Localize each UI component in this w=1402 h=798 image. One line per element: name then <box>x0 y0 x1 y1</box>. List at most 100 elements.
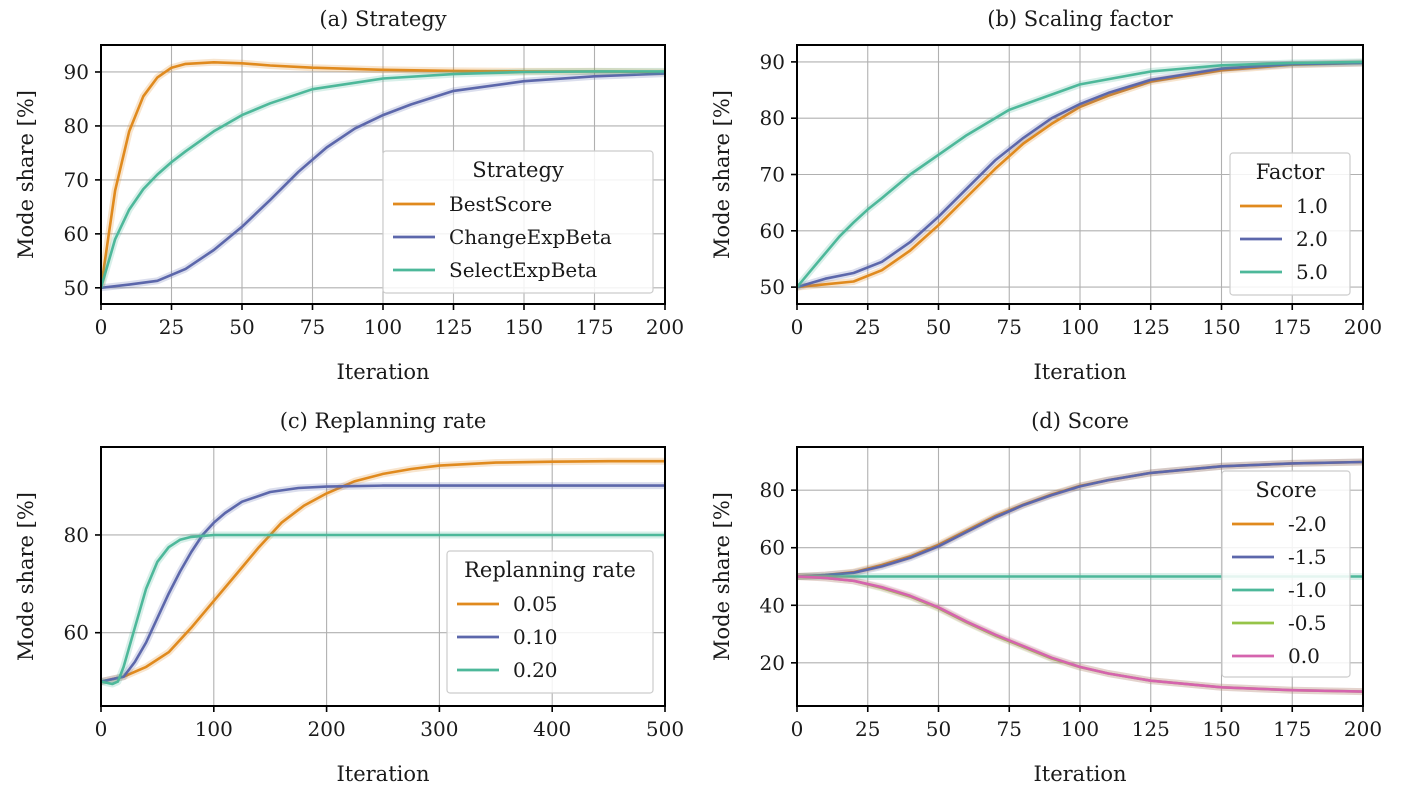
legend-item-label: 0.0 <box>1288 644 1320 668</box>
x-tick-label: 200 <box>1344 315 1382 339</box>
x-tick-label: 100 <box>195 717 233 741</box>
x-tick-label: 175 <box>1273 315 1311 339</box>
chart-panel-1: 0 25 50 75 100 125 150 175 200 50 60 70 80 90 (a) Stra… <box>14 7 684 384</box>
x-tick-label: 50 <box>229 315 254 339</box>
x-tick-label: 50 <box>926 315 951 339</box>
legend-box <box>382 150 654 294</box>
y-tick-label: 60 <box>64 621 89 645</box>
legend-title: Score <box>1255 478 1316 502</box>
legend-item-label: -1.0 <box>1288 578 1327 602</box>
y-tick-label: 60 <box>760 536 785 560</box>
x-tick-label: 75 <box>997 315 1022 339</box>
legend-item-label: 0.10 <box>513 625 558 649</box>
legend-item-label: 2.0 <box>1296 227 1328 251</box>
y-tick-label: 60 <box>760 219 785 243</box>
x-tick-label: 175 <box>575 315 613 339</box>
x-tick-label: 175 <box>1273 717 1311 741</box>
chart-panel-2: 0 25 50 75 100 125 150 175 200 50 60 70 80 90 (b) Scal… <box>710 7 1382 384</box>
x-tick-label: 150 <box>505 315 543 339</box>
y-tick-label: 80 <box>760 478 785 502</box>
axes-frame <box>100 446 666 707</box>
x-axis-label: Iteration <box>1033 762 1126 786</box>
x-tick-label: 25 <box>855 717 880 741</box>
y-tick-label: 90 <box>760 50 785 74</box>
x-tick-label: 25 <box>855 315 880 339</box>
legend-box <box>446 550 654 694</box>
legend: Score -2.0 -1.5 -1.0 -0.5 0.0 <box>1221 470 1351 678</box>
y-tick-label: 60 <box>64 222 89 246</box>
series-line-0-10 <box>101 484 665 683</box>
series-line-0-05 <box>101 459 665 683</box>
y-axis-label: Mode share [%] <box>14 90 38 259</box>
series-line-changeexpbeta <box>101 72 665 290</box>
legend-title: Replanning rate <box>464 558 636 582</box>
chart-panel-3: 0 100 200 300 400 500 60 80 (c) Replanning rate I… <box>14 409 684 786</box>
x-tick-label: 0 <box>791 717 804 741</box>
x-tick-label: 0 <box>95 717 108 741</box>
x-tick-label: 400 <box>533 717 571 741</box>
series-line-0-20 <box>101 533 665 686</box>
y-tick-label: 90 <box>64 60 89 84</box>
legend-item-label: -0.5 <box>1288 611 1327 635</box>
series-line-2-0 <box>797 61 1363 289</box>
legend: Factor 1.0 2.0 5.0 <box>1229 152 1351 296</box>
x-tick-label: 0 <box>95 315 108 339</box>
legend-item-label: -2.0 <box>1288 512 1327 536</box>
legend: Replanning rate 0.05 0.10 0.20 <box>446 550 654 694</box>
y-tick-label: 40 <box>760 593 785 617</box>
legend-box <box>1221 470 1351 678</box>
chart-title: (d) Score <box>1031 409 1129 433</box>
chart-title: (a) Strategy <box>319 7 446 31</box>
x-tick-label: 200 <box>1344 717 1382 741</box>
legend-item-label: ChangeExpBeta <box>449 225 612 249</box>
x-tick-label: 50 <box>926 717 951 741</box>
series-line-selectexpbeta <box>101 70 665 290</box>
x-tick-label: 200 <box>646 315 684 339</box>
legend-item-label: 0.20 <box>513 658 558 682</box>
x-tick-label: 500 <box>646 717 684 741</box>
y-tick-label: 70 <box>760 163 785 187</box>
x-tick-label: 125 <box>1132 717 1170 741</box>
x-tick-label: 100 <box>364 315 402 339</box>
x-tick-label: 0 <box>791 315 804 339</box>
y-axis-label: Mode share [%] <box>14 492 38 661</box>
legend-title: Factor <box>1256 160 1326 184</box>
x-tick-label: 75 <box>997 717 1022 741</box>
x-tick-label: 100 <box>1061 717 1099 741</box>
x-tick-label: 125 <box>1132 315 1170 339</box>
y-axis-label: Mode share [%] <box>710 90 734 259</box>
y-tick-label: 50 <box>760 275 785 299</box>
series-line--1-5 <box>797 460 1363 578</box>
legend-item-label: SelectExpBeta <box>449 258 597 282</box>
y-tick-label: 70 <box>64 168 89 192</box>
x-tick-label: 300 <box>420 717 458 741</box>
y-axis-label: Mode share [%] <box>710 492 734 661</box>
x-tick-label: 150 <box>1202 717 1240 741</box>
legend: Strategy BestScore ChangeExpBeta SelectExpB… <box>382 150 654 294</box>
legend-item-label: -1.5 <box>1288 545 1327 569</box>
x-tick-label: 150 <box>1202 315 1240 339</box>
legend-item-label: 1.0 <box>1296 194 1328 218</box>
legend-title: Strategy <box>472 158 564 182</box>
chart-panel-4: 0 25 50 75 100 125 150 175 200 20 40 60 80 (d) Score I… <box>710 409 1382 786</box>
y-tick-label: 20 <box>760 651 785 675</box>
x-tick-label: 125 <box>434 315 472 339</box>
series-line-1-0 <box>797 61 1363 289</box>
series-line-bestscore <box>101 60 665 290</box>
chart-title: (b) Scaling factor <box>987 7 1173 31</box>
y-tick-label: 80 <box>760 106 785 130</box>
x-tick-label: 100 <box>1061 315 1099 339</box>
x-tick-label: 200 <box>308 717 346 741</box>
chart-title: (c) Replanning rate <box>280 409 487 433</box>
legend-item-label: 5.0 <box>1296 260 1328 284</box>
y-tick-label: 80 <box>64 114 89 138</box>
series-line-0-0 <box>797 575 1363 693</box>
x-axis-label: Iteration <box>1033 360 1126 384</box>
series-line-5-0 <box>797 60 1363 289</box>
x-axis-label: Iteration <box>336 360 429 384</box>
x-axis-label: Iteration <box>336 762 429 786</box>
x-tick-label: 75 <box>300 315 325 339</box>
y-tick-label: 80 <box>64 523 89 547</box>
legend-item-label: BestScore <box>449 192 552 216</box>
